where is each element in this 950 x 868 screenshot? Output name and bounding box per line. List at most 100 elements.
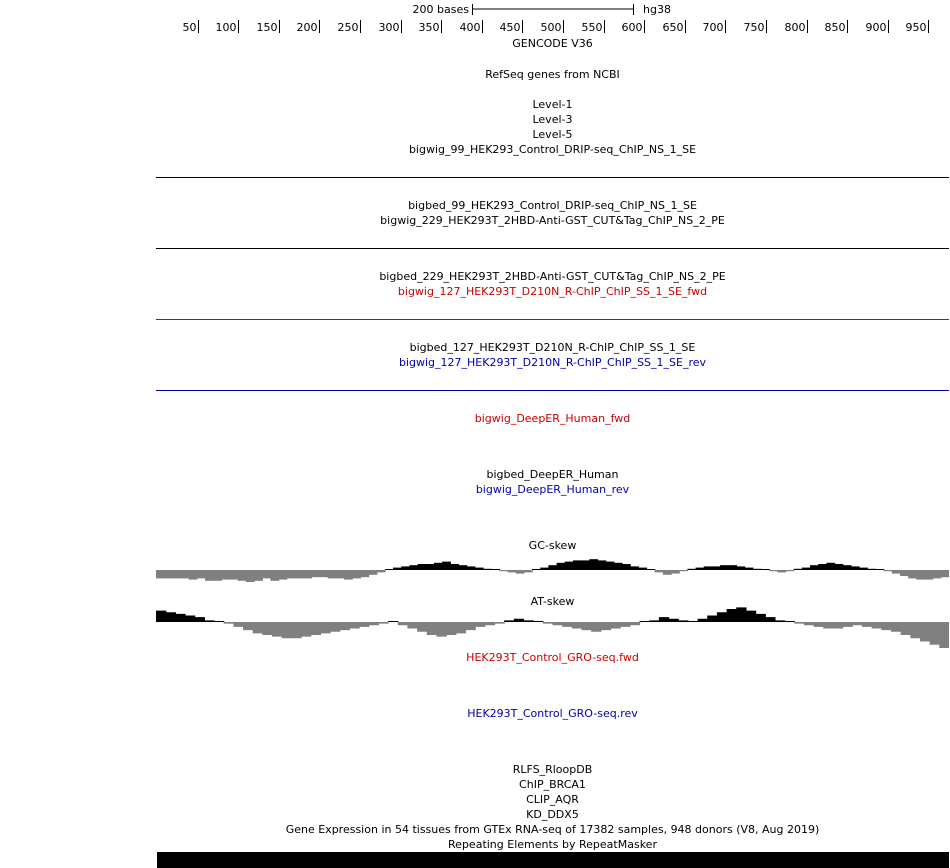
skew-bar (697, 618, 708, 622)
skew-bar (671, 570, 680, 574)
skew-bar (352, 570, 361, 579)
skew-bar (327, 570, 337, 579)
skew-bar (562, 622, 573, 627)
ruler-tick-label: 200 (297, 21, 318, 34)
skew-bar (311, 570, 321, 578)
skew-bar (180, 570, 190, 579)
skew-bar (221, 570, 231, 580)
track-label-level-5[interactable]: Level-5 (532, 128, 573, 141)
skew-bar (711, 566, 721, 570)
track-label-refseq[interactable]: RefSeq genes from NCBI (485, 68, 620, 81)
skew-bar (695, 567, 705, 570)
skew-bar (475, 622, 486, 627)
track-label-gro-rev[interactable]: HEK293T_Control_GRO-seq.rev (467, 707, 638, 720)
track-label-bigbed-99[interactable]: bigbed_99_HEK293_Control_DRIP-seq_ChIP_N… (408, 199, 697, 212)
track-label-deeper-bed[interactable]: bigbed_DeepER_Human (486, 468, 619, 481)
skew-bar (834, 564, 844, 570)
skew-bar (214, 621, 225, 622)
skew-bar (426, 622, 438, 635)
skew-bar (540, 567, 550, 570)
skew-bar (185, 615, 196, 622)
skew-bar (589, 559, 599, 570)
skew-bar (736, 566, 746, 570)
ruler-tick-label: 450 (500, 21, 521, 34)
track-label-bigwig-127-fwd[interactable]: bigwig_127_HEK293T_D210N_R-ChIP_ChIP_SS_… (397, 285, 708, 298)
track-label-at-skew[interactable]: AT-skew (530, 595, 575, 608)
ruler-tick-label: 500 (541, 21, 562, 34)
track-label-deeper-rev[interactable]: bigwig_DeepER_Human_rev (475, 483, 630, 496)
track-label-deeper-fwd[interactable]: bigwig_DeepER_Human_fwd (474, 412, 631, 425)
base-position-ruler: 200 bases hg38 50 100 150 200 250 300 350 400 45… (183, 3, 929, 34)
skew-bar (204, 620, 215, 623)
skew-bar (891, 570, 901, 574)
track-label-kd-ddx5[interactable]: KD_DDX5 (526, 808, 579, 821)
skew-bar (793, 568, 803, 570)
skew-bar (188, 570, 198, 580)
track-label-bigbed-127[interactable]: bigbed_127_HEK293T_D210N_R-ChIP_ChIP_SS_… (409, 341, 696, 354)
skew-bar (270, 570, 280, 581)
skew-bar (243, 622, 254, 631)
skew-bar (523, 620, 534, 623)
skew-bar (842, 622, 853, 627)
skew-bar (368, 622, 380, 626)
track-label-level-3[interactable]: Level-3 (532, 113, 573, 126)
skew-bar (278, 570, 288, 580)
track-label-bigwig-99[interactable]: bigwig_99_HEK293_Control_DRIP-seq_ChIP_N… (408, 143, 697, 156)
skew-bar (483, 568, 492, 570)
skew-bar (755, 613, 766, 623)
skew-bar (376, 570, 386, 573)
skew-bar (465, 622, 476, 631)
track-label-gro-fwd[interactable]: HEK293T_Control_GRO-seq.fwd (466, 651, 639, 664)
skew-bar (484, 622, 496, 626)
skew-bar (654, 570, 664, 573)
skew-bar (900, 622, 911, 635)
gc-skew-signal[interactable] (156, 554, 949, 584)
at-skew-signal[interactable] (156, 604, 949, 650)
skew-bar (330, 622, 341, 632)
track-label-bigwig-229[interactable]: bigwig_229_HEK293T_2HBD-Anti-GST_CUT&Tag… (380, 214, 725, 227)
skew-bar (810, 565, 819, 570)
skew-bar (194, 617, 205, 623)
skew-bar (532, 569, 541, 570)
skew-bar (319, 570, 329, 578)
skew-bar (515, 570, 525, 574)
track-label-gc-skew[interactable]: GC-skew (528, 539, 577, 552)
skew-bar (320, 622, 331, 634)
skew-bar (533, 621, 544, 622)
ruler-tick-label: 600 (622, 21, 643, 34)
track-label-gencode[interactable]: GENCODE V36 (512, 37, 593, 50)
skew-bar (359, 622, 370, 627)
skew-bar (494, 622, 505, 624)
track-label-chip-brca1[interactable]: ChIP_BRCA1 (519, 778, 586, 791)
skew-bar (908, 570, 917, 579)
skew-bar (720, 565, 729, 570)
skew-bar (646, 569, 656, 570)
track-label-level-1[interactable]: Level-1 (532, 98, 573, 111)
track-label-clip-aqr[interactable]: CLIP_AQR (526, 793, 579, 806)
bigwig-127-fwd-baseline (156, 319, 949, 320)
track-label-repeatmasker[interactable]: Repeating Elements by RepeatMasker (448, 838, 657, 851)
skew-bar (940, 570, 949, 578)
skew-bar (842, 565, 852, 570)
skew-bar (339, 622, 351, 631)
bigwig-127-rev-baseline (156, 390, 949, 391)
skew-bar (687, 568, 697, 570)
skew-bar (662, 570, 672, 575)
track-label-rlfs[interactable]: RLFS_RloopDB (512, 763, 593, 776)
skew-bar (852, 622, 863, 626)
skew-bar (442, 561, 451, 570)
track-label-gtex[interactable]: Gene Expression in 54 tissues from GTEx … (285, 823, 820, 836)
skew-bar (736, 607, 747, 623)
track-label-bigwig-127-rev[interactable]: bigwig_127_HEK293T_D210N_R-ChIP_ChIP_SS_… (398, 356, 707, 369)
skew-bar (621, 564, 631, 570)
track-label-bigbed-229[interactable]: bigbed_229_HEK293T_2HBD-Anti-GST_CUT&Tag… (379, 270, 726, 283)
skew-bar (272, 622, 283, 637)
skew-bar (744, 567, 754, 570)
skew-bar (344, 570, 353, 580)
repeatmasker-feature-bar[interactable] (157, 852, 949, 868)
skew-bar (745, 610, 757, 623)
ruler-tick-label: 400 (460, 21, 481, 34)
skew-bar (523, 570, 533, 573)
ruler-tick-label: 50 (183, 21, 197, 34)
skew-bar (542, 622, 554, 624)
